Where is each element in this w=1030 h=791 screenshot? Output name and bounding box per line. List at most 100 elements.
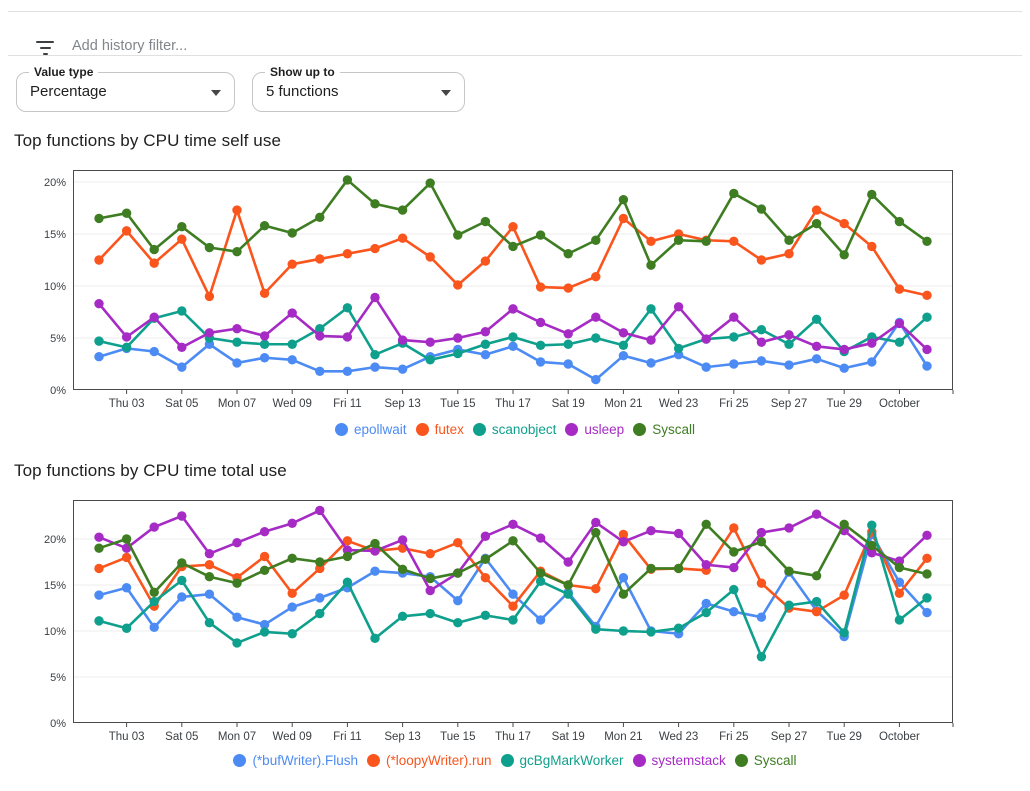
- data-point-Syscall[interactable]: [287, 553, 297, 564]
- data-point-Syscall[interactable]: [259, 565, 270, 575]
- data-point-Syscall[interactable]: [839, 250, 849, 260]
- data-point-epollwait[interactable]: [646, 358, 656, 368]
- data-point-usleep[interactable]: [701, 334, 711, 344]
- data-point-(*loopyWriter).run[interactable]: [729, 523, 739, 533]
- data-point-systemstack[interactable]: [784, 523, 794, 533]
- data-point-Syscall[interactable]: [673, 563, 684, 574]
- data-point-Syscall[interactable]: [259, 220, 270, 231]
- data-point-systemstack[interactable]: [480, 531, 491, 541]
- data-point-Syscall[interactable]: [535, 230, 546, 240]
- data-point-Syscall[interactable]: [508, 536, 518, 546]
- data-point-Syscall[interactable]: [701, 519, 711, 529]
- data-point-scanobject[interactable]: [232, 337, 242, 347]
- data-point-epollwait[interactable]: [535, 357, 546, 367]
- data-point-epollwait[interactable]: [867, 357, 877, 367]
- data-point-Syscall[interactable]: [922, 236, 932, 246]
- data-point-systemstack[interactable]: [867, 548, 877, 558]
- data-point-gcBgMarkWorker[interactable]: [673, 623, 684, 633]
- data-point-systemstack[interactable]: [922, 530, 932, 541]
- data-point-(*loopyWriter).run[interactable]: [204, 560, 215, 570]
- data-point-systemstack[interactable]: [315, 505, 325, 516]
- data-point-Syscall[interactable]: [729, 188, 739, 199]
- data-point-scanobject[interactable]: [563, 339, 573, 349]
- data-point-systemstack[interactable]: [94, 532, 104, 542]
- data-point-(*bufWriter).Flush[interactable]: [535, 615, 546, 625]
- data-point-(*bufWriter).Flush[interactable]: [922, 607, 932, 618]
- data-point-gcBgMarkWorker[interactable]: [149, 596, 159, 607]
- data-point-epollwait[interactable]: [701, 362, 711, 372]
- data-point-Syscall[interactable]: [287, 228, 297, 238]
- data-point-epollwait[interactable]: [370, 362, 380, 372]
- data-point-(*bufWriter).Flush[interactable]: [94, 590, 104, 600]
- data-point-Syscall[interactable]: [315, 557, 325, 567]
- data-point-systemstack[interactable]: [425, 585, 435, 596]
- value-type-select[interactable]: Value type Percentage: [16, 65, 235, 112]
- data-point-gcBgMarkWorker[interactable]: [287, 629, 297, 639]
- data-point-epollwait[interactable]: [315, 366, 325, 376]
- data-point-Syscall[interactable]: [673, 235, 684, 245]
- data-point-usleep[interactable]: [784, 330, 794, 340]
- data-point-gcBgMarkWorker[interactable]: [232, 638, 242, 648]
- data-point-scanobject[interactable]: [756, 324, 767, 335]
- data-point-futex[interactable]: [315, 254, 325, 264]
- data-point-futex[interactable]: [784, 249, 794, 259]
- data-point-systemstack[interactable]: [701, 560, 711, 570]
- data-point-scanobject[interactable]: [922, 312, 932, 322]
- data-point-gcBgMarkWorker[interactable]: [204, 618, 215, 628]
- data-point-usleep[interactable]: [232, 323, 242, 334]
- data-point-(*loopyWriter).run[interactable]: [287, 588, 297, 598]
- data-point-futex[interactable]: [480, 256, 491, 266]
- data-point-gcBgMarkWorker[interactable]: [480, 610, 491, 621]
- data-point-gcBgMarkWorker[interactable]: [784, 600, 794, 610]
- history-filter-bar[interactable]: Add history filter...: [0, 12, 1030, 55]
- data-point-Syscall[interactable]: [480, 554, 491, 564]
- data-point-scanobject[interactable]: [784, 339, 794, 349]
- data-point-Syscall[interactable]: [784, 566, 794, 576]
- data-point-Syscall[interactable]: [425, 178, 435, 188]
- data-point-gcBgMarkWorker[interactable]: [729, 584, 739, 595]
- data-point-(*bufWriter).Flush[interactable]: [232, 612, 242, 622]
- data-point-Syscall[interactable]: [535, 568, 546, 578]
- data-point-usleep[interactable]: [922, 344, 932, 355]
- data-point-Syscall[interactable]: [701, 236, 711, 246]
- data-point-Syscall[interactable]: [563, 580, 573, 590]
- data-point-usleep[interactable]: [618, 328, 629, 338]
- data-point-(*bufWriter).Flush[interactable]: [259, 619, 270, 630]
- data-point-(*bufWriter).Flush[interactable]: [618, 572, 629, 583]
- data-point-scanobject[interactable]: [342, 303, 353, 313]
- data-point-Syscall[interactable]: [453, 230, 463, 240]
- data-point-usleep[interactable]: [591, 312, 601, 322]
- data-point-(*loopyWriter).run[interactable]: [480, 572, 491, 583]
- data-point-Syscall[interactable]: [784, 235, 794, 245]
- data-point-epollwait[interactable]: [94, 352, 104, 362]
- data-point-Syscall[interactable]: [839, 519, 849, 529]
- cpu-time-total-use-chart[interactable]: 0% 5% 10% 15% 20% Thu 03 Sat 05 Mon 07 Wed 09 Fri…: [0, 488, 1030, 756]
- data-point-gcBgMarkWorker[interactable]: [342, 577, 353, 587]
- data-point-scanobject[interactable]: [259, 339, 270, 349]
- data-point-epollwait[interactable]: [756, 356, 767, 366]
- data-point-scanobject[interactable]: [729, 332, 739, 342]
- data-point-(*loopyWriter).run[interactable]: [425, 549, 435, 559]
- data-point-futex[interactable]: [646, 236, 656, 246]
- data-point-futex[interactable]: [535, 282, 546, 292]
- data-point-Syscall[interactable]: [204, 242, 215, 253]
- data-point-Syscall[interactable]: [811, 571, 822, 581]
- data-point-Syscall[interactable]: [177, 558, 187, 568]
- data-point-Syscall[interactable]: [480, 216, 491, 227]
- data-point-usleep[interactable]: [149, 312, 159, 322]
- data-point-(*loopyWriter).run[interactable]: [315, 563, 325, 574]
- data-point-scanobject[interactable]: [480, 339, 491, 349]
- data-point-epollwait[interactable]: [342, 366, 353, 376]
- data-point-epollwait[interactable]: [480, 349, 491, 360]
- data-point-(*loopyWriter).run[interactable]: [894, 588, 905, 598]
- data-point-Syscall[interactable]: [591, 527, 601, 538]
- data-point-Syscall[interactable]: [756, 537, 767, 547]
- data-point-futex[interactable]: [563, 283, 573, 293]
- data-point-scanobject[interactable]: [508, 332, 518, 342]
- data-point-Syscall[interactable]: [370, 199, 380, 209]
- data-point-scanobject[interactable]: [673, 343, 684, 354]
- data-point-Syscall[interactable]: [232, 578, 242, 588]
- data-point-futex[interactable]: [618, 213, 629, 224]
- data-point-epollwait[interactable]: [287, 355, 297, 365]
- data-point-epollwait[interactable]: [259, 353, 270, 363]
